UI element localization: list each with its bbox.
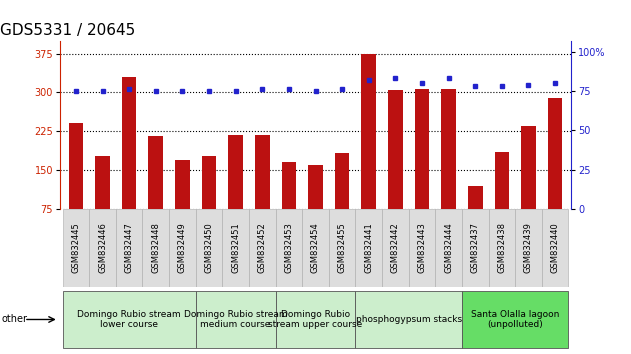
Text: GSM832453: GSM832453	[285, 222, 293, 273]
Text: Domingo Rubio stream
lower course: Domingo Rubio stream lower course	[78, 310, 181, 329]
Bar	[302, 209, 329, 287]
Bar	[228, 135, 243, 209]
Bar	[388, 90, 403, 209]
Bar	[255, 135, 269, 209]
Bar	[175, 160, 190, 209]
Text: Domingo Rubio
stream upper course: Domingo Rubio stream upper course	[268, 310, 363, 329]
Text: GSM832443: GSM832443	[418, 222, 427, 273]
Bar	[276, 291, 355, 348]
Text: Santa Olalla lagoon
(unpolluted): Santa Olalla lagoon (unpolluted)	[471, 310, 559, 329]
Bar	[308, 165, 323, 209]
Bar	[548, 98, 562, 209]
Bar	[89, 209, 116, 287]
Bar	[281, 162, 296, 209]
Bar	[335, 153, 350, 209]
Bar	[116, 209, 143, 287]
Text: phosphogypsum stacks: phosphogypsum stacks	[356, 315, 462, 324]
Bar	[542, 209, 569, 287]
Bar	[196, 291, 276, 348]
Bar	[329, 209, 355, 287]
Text: GSM832446: GSM832446	[98, 222, 107, 273]
Text: GSM832450: GSM832450	[204, 222, 213, 273]
Bar	[462, 291, 569, 348]
Text: GSM832437: GSM832437	[471, 222, 480, 273]
Bar	[435, 209, 462, 287]
Text: GSM832442: GSM832442	[391, 222, 400, 273]
Bar	[249, 209, 276, 287]
Text: GSM832447: GSM832447	[125, 222, 134, 273]
Bar	[468, 185, 483, 209]
Bar	[355, 209, 382, 287]
Bar	[362, 54, 376, 209]
Text: other: other	[1, 314, 27, 325]
Bar	[143, 209, 169, 287]
Text: GSM832454: GSM832454	[311, 222, 320, 273]
Bar	[196, 209, 222, 287]
Text: GSM832452: GSM832452	[257, 222, 267, 273]
Bar	[69, 124, 83, 209]
Text: GSM832441: GSM832441	[364, 222, 374, 273]
Bar	[148, 136, 163, 209]
Text: GSM832444: GSM832444	[444, 222, 453, 273]
Bar	[276, 209, 302, 287]
Bar	[122, 77, 136, 209]
Bar	[222, 209, 249, 287]
Bar	[415, 89, 429, 209]
Bar	[462, 209, 488, 287]
Text: GSM832451: GSM832451	[231, 222, 240, 273]
Bar	[488, 209, 515, 287]
Text: GSM832455: GSM832455	[338, 222, 346, 273]
Bar	[169, 209, 196, 287]
Bar	[495, 152, 509, 209]
Bar	[382, 209, 409, 287]
Text: Domingo Rubio stream
medium course: Domingo Rubio stream medium course	[184, 310, 288, 329]
Text: GSM832439: GSM832439	[524, 222, 533, 273]
Text: GSM832448: GSM832448	[151, 222, 160, 273]
Bar	[62, 291, 196, 348]
Bar	[521, 126, 536, 209]
Text: GSM832438: GSM832438	[497, 222, 506, 273]
Bar	[515, 209, 542, 287]
Bar	[62, 209, 89, 287]
Bar	[202, 155, 216, 209]
Bar	[355, 291, 462, 348]
Text: GSM832449: GSM832449	[178, 222, 187, 273]
Text: GSM832440: GSM832440	[551, 222, 560, 273]
Bar	[441, 89, 456, 209]
Text: GDS5331 / 20645: GDS5331 / 20645	[0, 23, 135, 38]
Bar	[409, 209, 435, 287]
Bar	[95, 155, 110, 209]
Text: GSM832445: GSM832445	[71, 222, 80, 273]
